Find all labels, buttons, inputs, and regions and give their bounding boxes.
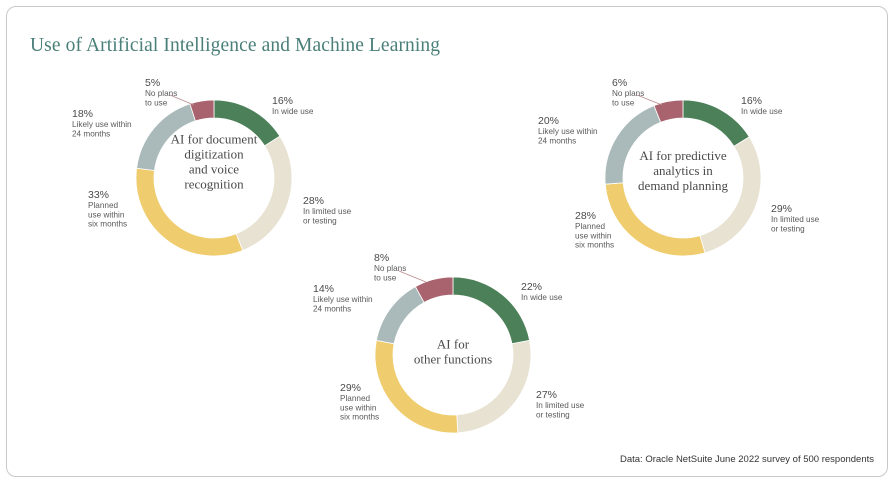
category-label-no-plans: No plans to use [612,89,644,107]
source-note: Data: Oracle NetSuite June 2022 survey o… [619,454,874,465]
value-label-limited-use: 29% [771,203,792,215]
category-label-limited-use: In limited use or testing [536,401,585,419]
value-label-limited-use: 28% [303,195,324,207]
category-label-wide-use: In wide use [741,107,783,116]
value-label-planned-six-months: 33% [88,189,109,201]
value-label-likely-24-months: 14% [313,283,334,295]
value-label-likely-24-months: 20% [538,115,559,127]
donut-slice-likely-24-months [375,286,425,345]
donut-slice-no-plans [189,99,215,122]
donut-predictive-analytics: AI for predictive analytics in demand plan… [538,77,820,257]
category-label-likely-24-months: Likely use within 24 months [72,120,132,138]
category-label-wide-use: In wide use [272,107,314,116]
category-label-no-plans: No plans to use [145,89,177,107]
donut-slice-no-plans [653,99,684,123]
category-label-likely-24-months: Likely use within 24 months [313,295,373,313]
donut-center-label: AI for document digitization and voice reco… [171,132,258,192]
value-label-planned-six-months: 28% [575,210,596,222]
category-label-limited-use: In limited use or testing [771,215,820,233]
donut-center-label: AI for other functions [414,337,492,367]
chart-title: Use of Artificial Intelligence and Machi… [30,35,441,56]
donut-other-functions: AI for other functions 22%In wide use 27%In… [313,252,585,434]
donut-slice-wide-use [452,276,531,345]
chart-card [6,6,888,477]
category-label-limited-use: In limited use or testing [303,207,352,225]
donut-document-digitization: AI for document digitization and voice reco… [72,77,352,257]
label-leader-line [169,94,195,106]
donut-slice-limited-use [235,135,293,252]
category-label-likely-24-months: Likely use within 24 months [538,127,598,145]
value-label-wide-use: 16% [741,95,762,107]
label-leader-line [398,270,427,283]
donut-slice-no-plans [414,276,454,303]
donut-center-label: AI for predictive analytics in demand plan… [638,148,728,193]
value-label-planned-six-months: 29% [340,382,361,394]
value-label-wide-use: 16% [272,95,293,107]
value-label-wide-use: 22% [521,281,542,293]
category-label-planned-six-months: Planned use within six months [340,394,379,422]
category-label-planned-six-months: Planned use within six months [575,222,614,250]
donut-slice-planned-six-months [604,182,706,257]
value-label-no-plans: 8% [374,252,389,264]
donut-slice-wide-use [682,99,750,147]
category-label-planned-six-months: Planned use within six months [88,201,127,229]
value-label-no-plans: 6% [612,77,627,89]
category-label-wide-use: In wide use [521,293,563,302]
value-label-no-plans: 5% [145,77,160,89]
value-label-limited-use: 27% [536,389,557,401]
label-leader-line [636,94,663,106]
value-label-likely-24-months: 18% [72,108,93,120]
category-label-no-plans: No plans to use [374,264,406,282]
